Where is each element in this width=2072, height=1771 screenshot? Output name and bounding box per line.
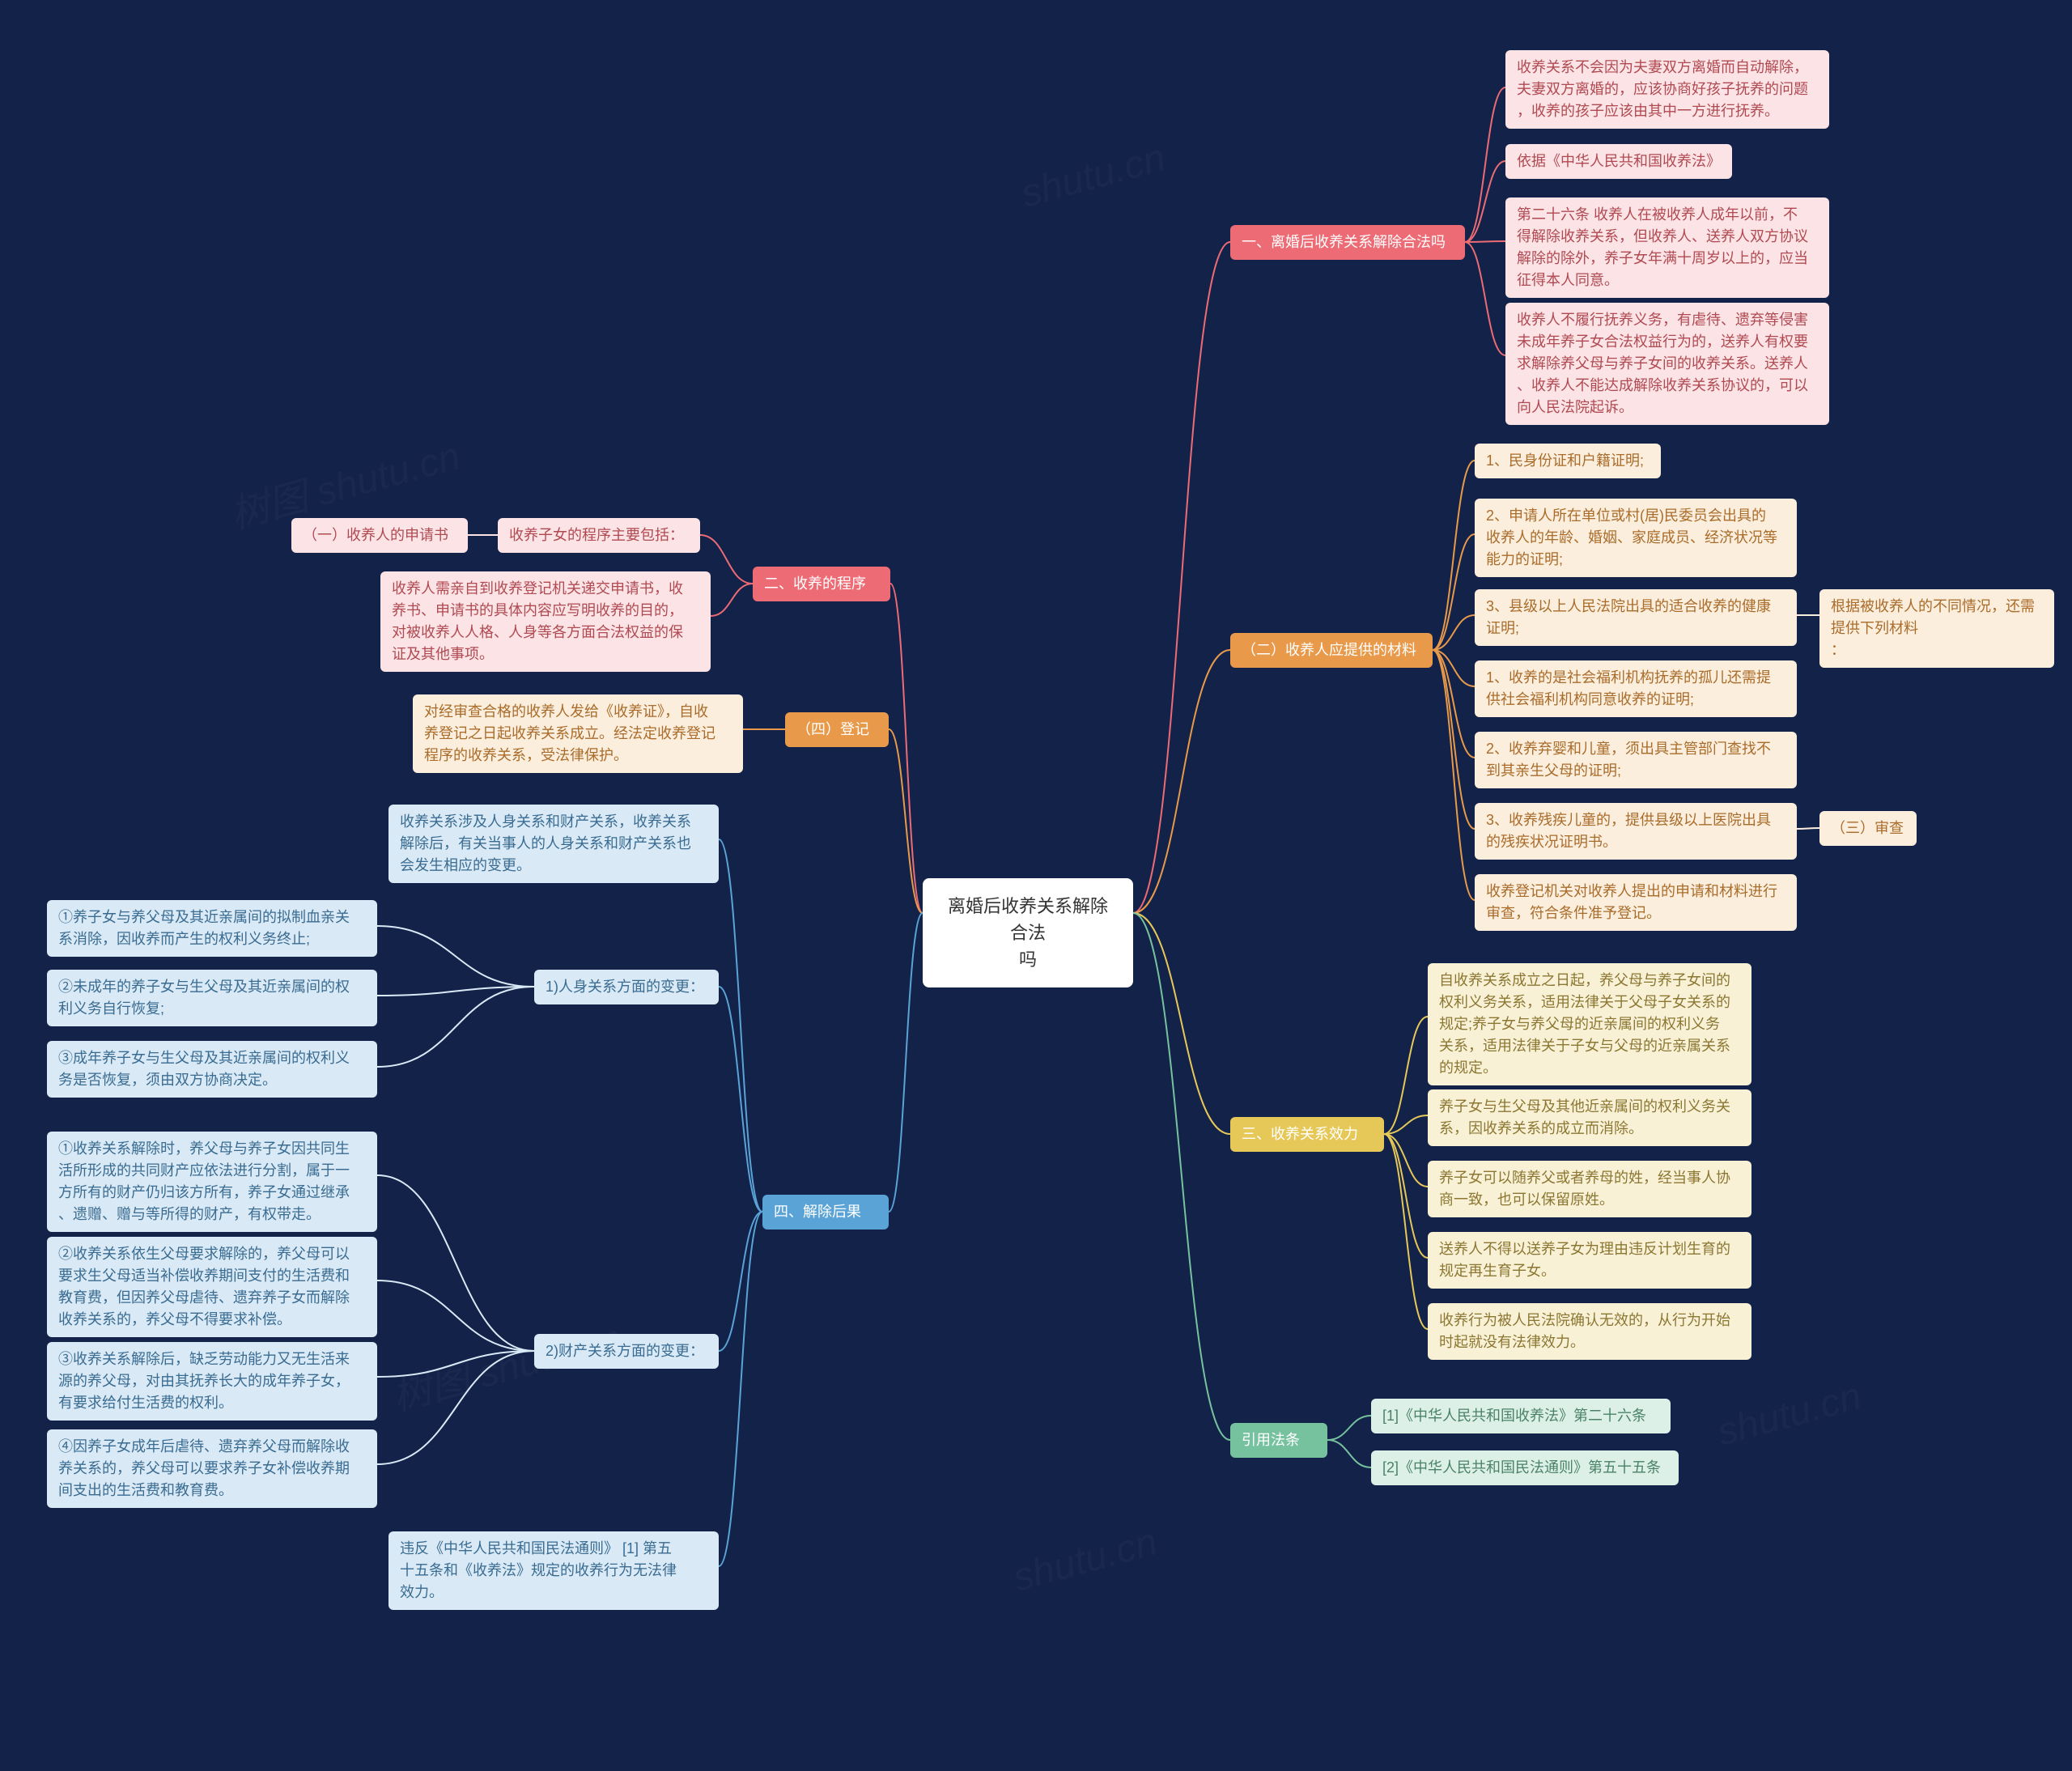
mindmap-node: ①养子女与养父母及其近亲属间的拟制血亲关 系消除，因收养而产生的权利义务终止;	[47, 900, 377, 957]
mindmap-node: [2]《中华人民共和国民法通则》第五十五条	[1371, 1450, 1679, 1485]
mindmap-node: 送养人不得以送养子女为理由违反计划生育的 规定再生育子女。	[1428, 1232, 1751, 1289]
watermark: shutu.cn	[1017, 135, 1170, 216]
root-node: 离婚后收养关系解除合法 吗	[923, 878, 1133, 987]
mindmap-node: （四）登记	[785, 712, 889, 747]
mindmap-node: 收养关系涉及人身关系和财产关系，收养关系 解除后，有关当事人的人身关系和财产关系…	[388, 805, 719, 883]
mindmap-node: 三、收养关系效力	[1230, 1117, 1384, 1152]
mindmap-node: 收养登记机关对收养人提出的申请和材料进行 审查，符合条件准予登记。	[1475, 874, 1797, 931]
mindmap-node: ②未成年的养子女与生父母及其近亲属间的权 利义务自行恢复;	[47, 970, 377, 1026]
mindmap-node: 1)人身关系方面的变更：	[534, 970, 719, 1004]
mindmap-node: 3、收养残疾儿童的，提供县级以上医院出具 的残疾状况证明书。	[1475, 803, 1797, 860]
mindmap-node: 对经审查合格的收养人发给《收养证》，自收 养登记之日起收养关系成立。经法定收养登…	[413, 694, 743, 773]
watermark: shutu.cn	[1713, 1374, 1866, 1455]
mindmap-node: 根据被收养人的不同情况，还需提供下列材料 ：	[1819, 589, 2054, 668]
mindmap-node: ④因养子女成年后虐待、遗弃养父母而解除收 养关系的，养父母可以要求养子女补偿收养…	[47, 1429, 377, 1508]
mindmap-node: 四、解除后果	[762, 1195, 889, 1230]
mindmap-node: [1]《中华人民共和国收养法》第二十六条	[1371, 1399, 1671, 1433]
mindmap-node: 1、民身份证和户籍证明;	[1475, 444, 1661, 478]
mindmap-node: 2、申请人所在单位或村(居)民委员会出具的 收养人的年龄、婚姻、家庭成员、经济状…	[1475, 499, 1797, 577]
mindmap-node: 收养人不履行抚养义务，有虐待、遗弃等侵害 未成年养子女合法权益行为的，送养人有权…	[1505, 303, 1829, 425]
mindmap-node: 2)财产关系方面的变更：	[534, 1334, 719, 1369]
mindmap-node: 依据《中华人民共和国收养法》	[1505, 144, 1732, 179]
mindmap-node: 1、收养的是社会福利机构抚养的孤儿还需提 供社会福利机构同意收养的证明;	[1475, 660, 1797, 717]
mindmap-node: 收养子女的程序主要包括：	[498, 518, 700, 553]
mindmap-node: 第二十六条 收养人在被收养人成年以前，不 得解除收养关系，但收养人、送养人双方协…	[1505, 197, 1829, 298]
mindmap-node: 2、收养弃婴和儿童，须出具主管部门查找不 到其亲生父母的证明;	[1475, 732, 1797, 788]
mindmap-node: ③成年养子女与生父母及其近亲属间的权利义 务是否恢复，须由双方协商决定。	[47, 1041, 377, 1098]
mindmap-node: 自收养关系成立之日起，养父母与养子女间的 权利义务关系，适用法律关于父母子女关系…	[1428, 963, 1751, 1085]
mindmap-node: 养子女与生父母及其他近亲属间的权利义务关 系，因收养关系的成立而消除。	[1428, 1089, 1751, 1146]
mindmap-node: 引用法条	[1230, 1423, 1327, 1458]
mindmap-node: 养子女可以随养父或者养母的姓，经当事人协 商一致，也可以保留原姓。	[1428, 1161, 1751, 1217]
mindmap-node: 收养关系不会因为夫妻双方离婚而自动解除， 夫妻双方离婚的，应该协商好孩子抚养的问…	[1505, 50, 1829, 129]
mindmap-node: 收养人需亲自到收养登记机关递交申请书，收 养书、申请书的具体内容应写明收养的目的…	[380, 571, 711, 672]
mindmap-node: 二、收养的程序	[753, 567, 890, 601]
mindmap-node: ③收养关系解除后，缺乏劳动能力又无生活来 源的养父母，对由其抚养长大的成年养子女…	[47, 1342, 377, 1421]
watermark: shutu.cn	[1008, 1519, 1162, 1600]
mindmap-node: 收养行为被人民法院确认无效的，从行为开始 时起就没有法律效力。	[1428, 1303, 1751, 1360]
mindmap-node: 一、离婚后收养关系解除合法吗	[1230, 225, 1465, 260]
mindmap-node: （三）审查	[1819, 811, 1917, 846]
mindmap-node: （一）收养人的申请书	[291, 518, 468, 553]
mindmap-node: ①收养关系解除时，养父母与养子女因共同生 活所形成的共同财产应依法进行分割，属于…	[47, 1132, 377, 1232]
mindmap-node: 违反《中华人民共和国民法通则》 [1] 第五 十五条和《收养法》规定的收养行为无…	[388, 1531, 719, 1610]
mindmap-node: （二）收养人应提供的材料	[1230, 633, 1433, 668]
mindmap-node: ②收养关系依生父母要求解除的，养父母可以 要求生父母适当补偿收养期间支付的生活费…	[47, 1237, 377, 1337]
mindmap-node: 3、县级以上人民法院出具的适合收养的健康 证明;	[1475, 589, 1797, 646]
